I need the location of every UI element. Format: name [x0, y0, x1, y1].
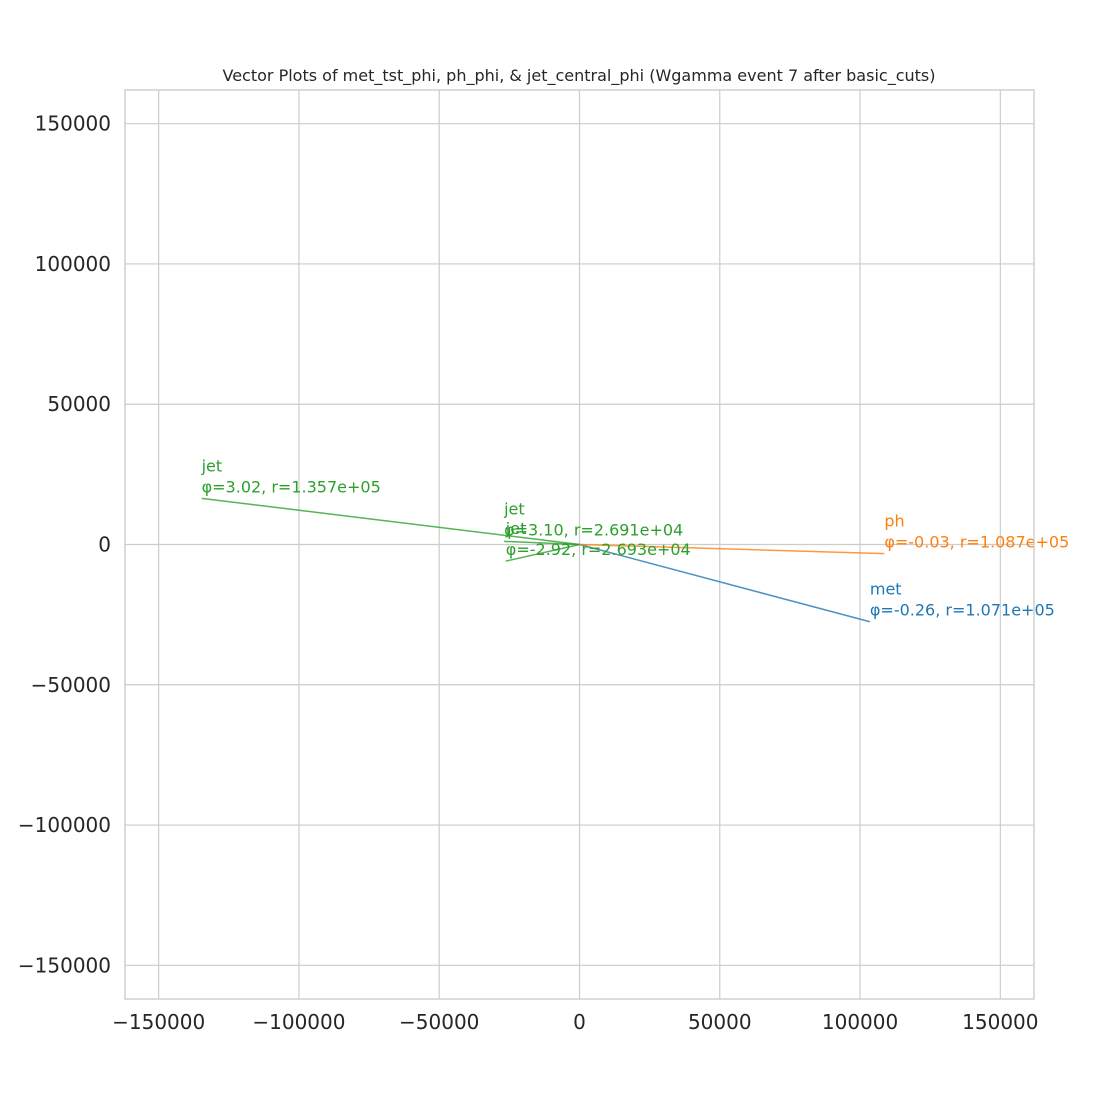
jet-vector [201, 497, 580, 546]
met-vector [579, 543, 871, 623]
chart-title: Vector Plots of met_tst_phi, ph_phi, & j… [223, 66, 936, 86]
grid-lines [125, 90, 1034, 999]
x-tick-label: 50000 [688, 1010, 752, 1034]
jet-vector-value-label: φ=-2.92, r=2.693e+04 [506, 540, 691, 559]
jet-vector-name: jet [505, 519, 527, 538]
jet-vector-value-label: φ=3.10, r=2.691e+04 [504, 520, 683, 539]
met-vector-value-label: φ=-0.26, r=1.071e+05 [870, 601, 1055, 620]
y-tick-label: 100000 [35, 252, 111, 276]
y-tick-label: −100000 [18, 813, 111, 837]
ph-vector-name: ph [884, 512, 904, 531]
y-tick-label: −50000 [31, 673, 111, 697]
jet-vector-name: jet [201, 456, 223, 475]
y-tick-label: 150000 [35, 112, 111, 136]
jet-vector-value-label: φ=3.02, r=1.357e+05 [202, 477, 381, 496]
vectors [201, 497, 885, 623]
tick-labels: −150000 −100000 −50000 0 50000 100000 150000 −1… [18, 112, 1039, 1034]
x-tick-label: −150000 [112, 1010, 205, 1034]
jet-vector-name: jet [503, 499, 525, 518]
ph-vector-value-label: φ=-0.03, r=1.087e+05 [884, 533, 1069, 552]
y-tick-label: −150000 [18, 953, 111, 977]
x-tick-label: −50000 [399, 1010, 479, 1034]
y-tick-label: 0 [98, 533, 111, 557]
y-tick-label: 50000 [47, 392, 111, 416]
x-tick-label: 100000 [822, 1010, 898, 1034]
x-tick-label: 0 [573, 1010, 586, 1034]
met-vector-name: met [870, 580, 902, 599]
x-tick-label: −100000 [252, 1010, 345, 1034]
jet-vector [505, 543, 580, 562]
plot-frame [124, 89, 1035, 1000]
x-tick-label: 150000 [962, 1010, 1038, 1034]
vector-labels: met φ=-0.26, r=1.071e+05 ph φ=-0.03, r=1.08… [201, 456, 1070, 619]
ph-vector [579, 543, 885, 555]
jet-vector [504, 540, 580, 546]
